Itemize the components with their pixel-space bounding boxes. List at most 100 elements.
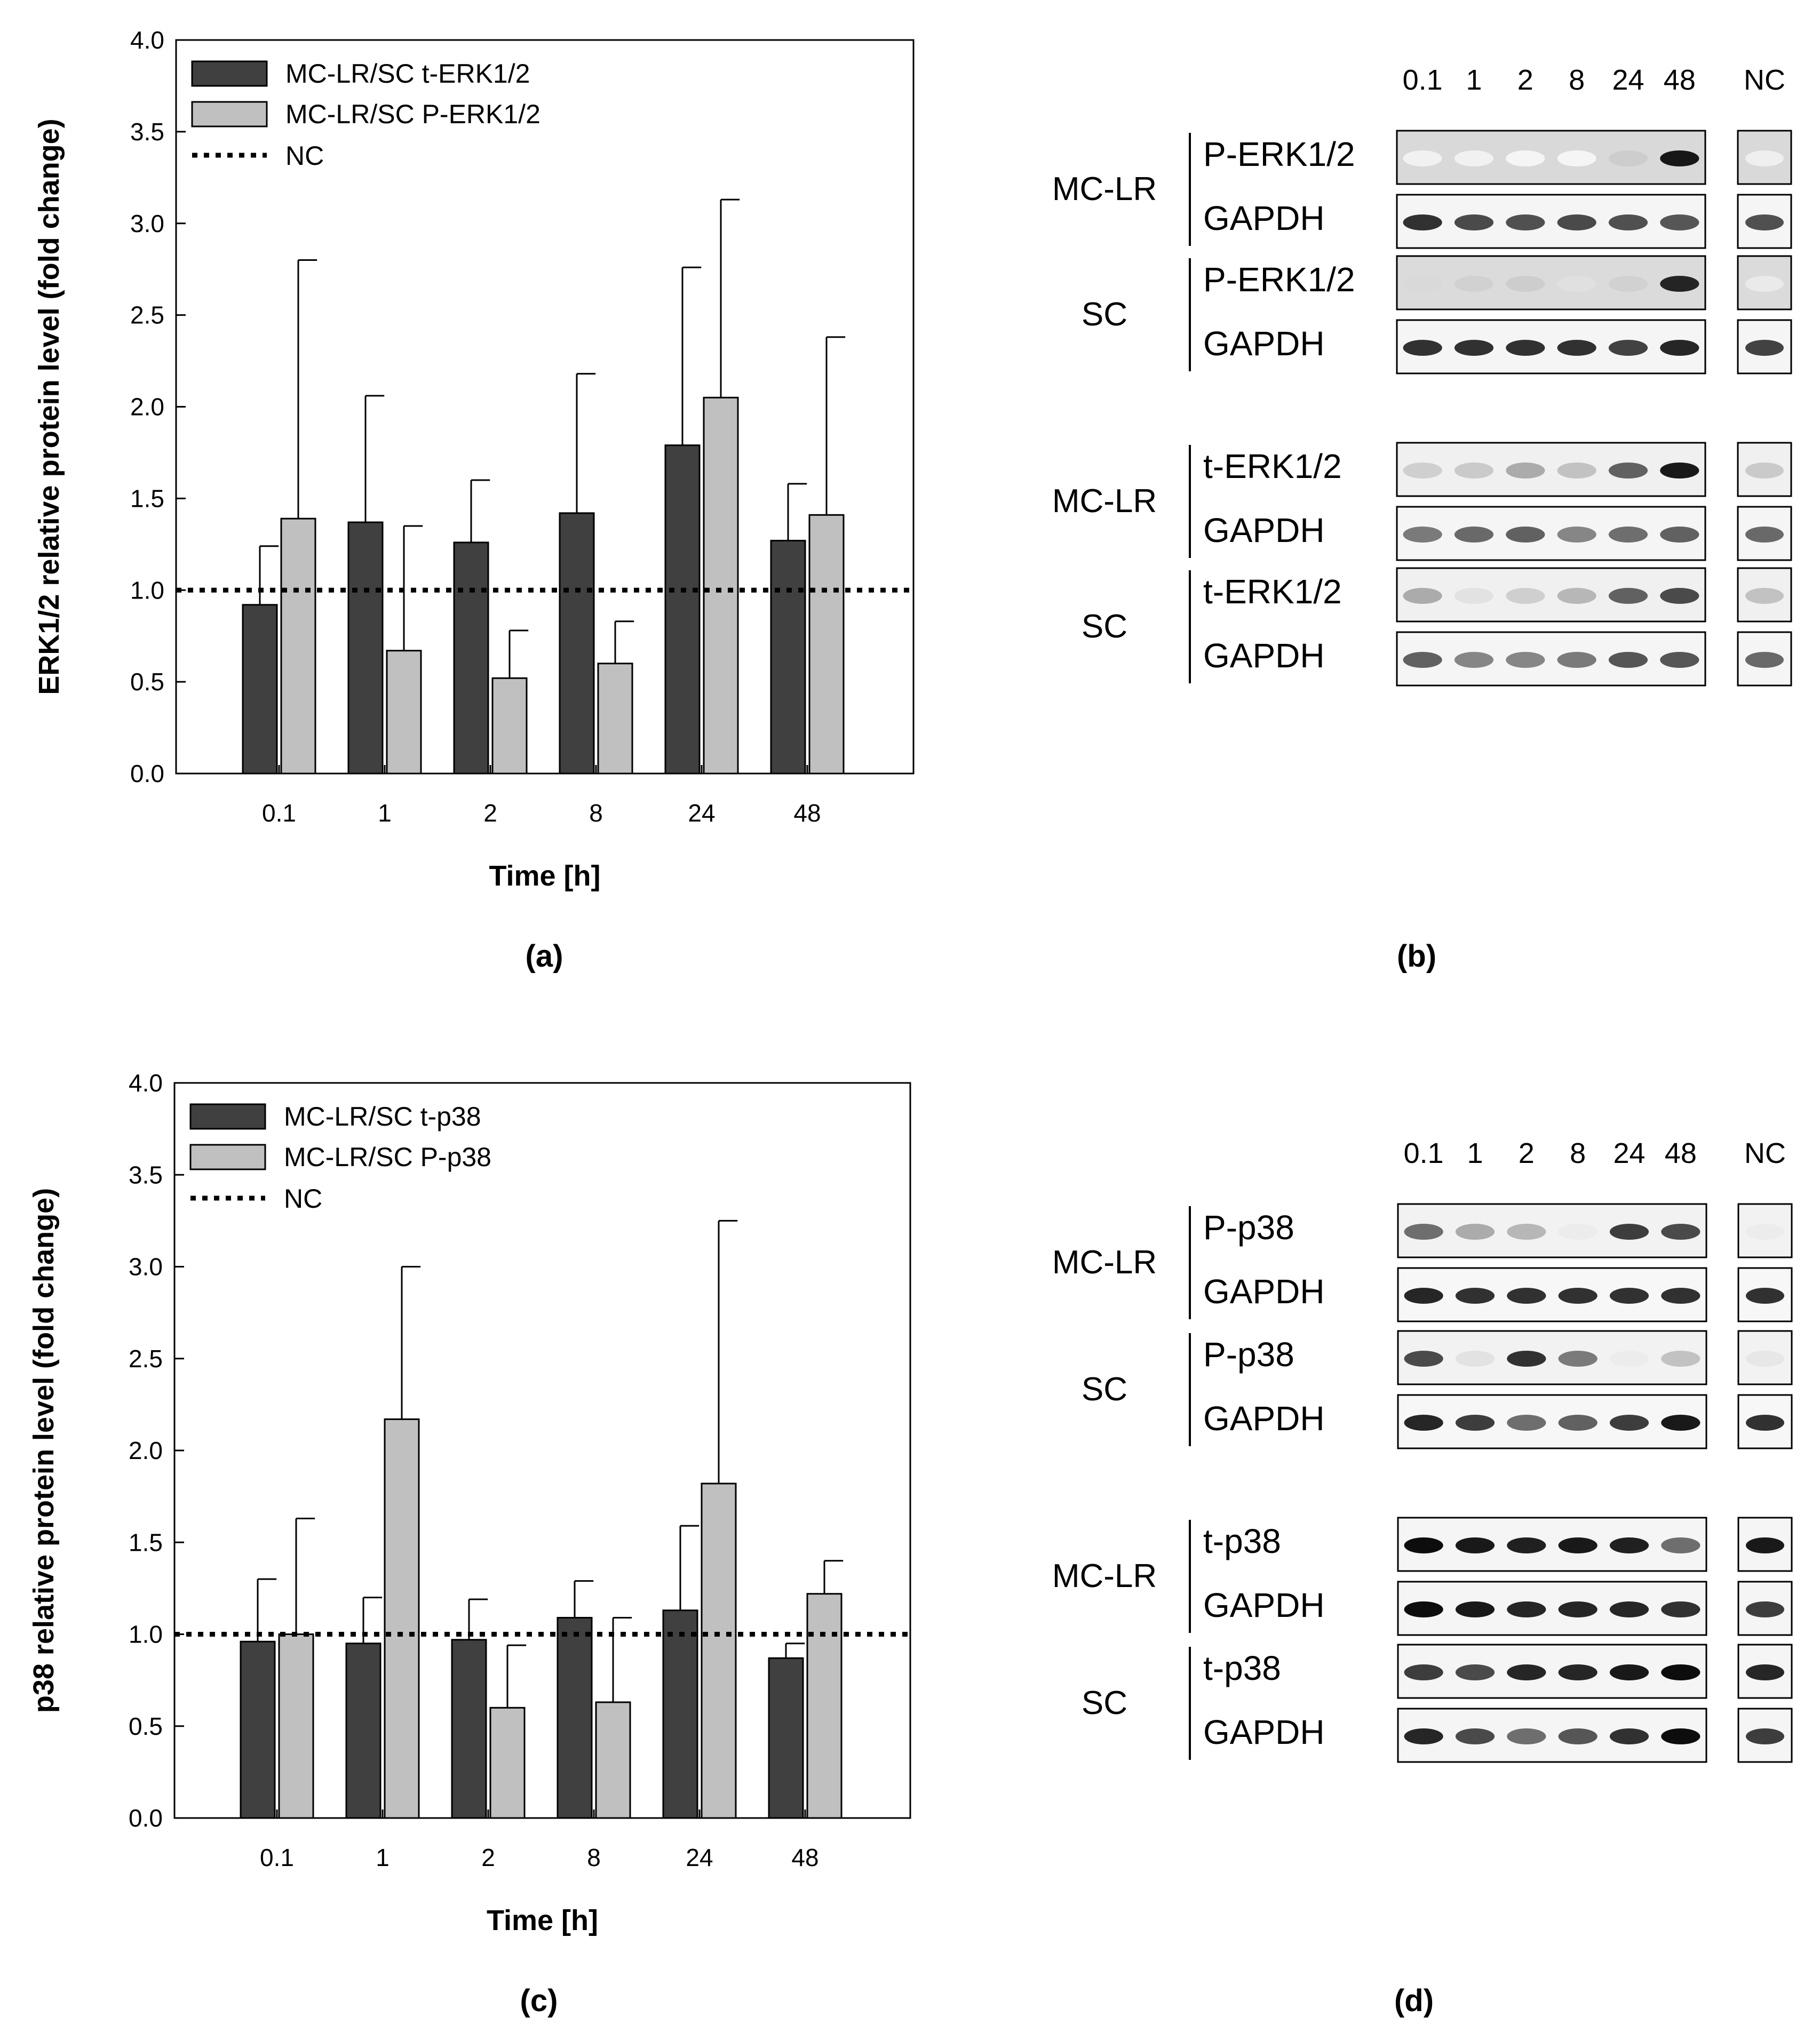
panel-label-c: (c) — [520, 1983, 558, 2018]
band — [1558, 1288, 1598, 1304]
band — [1404, 1351, 1443, 1367]
lane-label: 48 — [1665, 1137, 1697, 1169]
band — [1609, 1415, 1649, 1431]
sample-label: SC — [1082, 608, 1127, 645]
band — [1557, 150, 1596, 166]
band — [1661, 1224, 1700, 1240]
nc-band — [1746, 1415, 1784, 1431]
x-tick-label: 1 — [376, 1844, 390, 1871]
legend-label: MC-LR/SC P-p38 — [284, 1142, 491, 1172]
blot-row-label: GAPDH — [1203, 1586, 1325, 1624]
band — [1455, 1664, 1495, 1680]
blot-strip — [1397, 1203, 1707, 1258]
nc-band — [1746, 1728, 1784, 1744]
band — [1403, 340, 1442, 356]
blot-row-label: t-ERK1/2 — [1203, 572, 1342, 611]
x-axis-label: Time [h] — [489, 860, 600, 892]
band — [1403, 652, 1442, 668]
lane-label: 2 — [1517, 64, 1533, 96]
band — [1608, 463, 1648, 479]
blot-strip — [1397, 1267, 1707, 1322]
band — [1558, 1224, 1598, 1240]
nc-band — [1745, 214, 1784, 230]
band — [1404, 1728, 1443, 1744]
legend-label: NC — [285, 141, 324, 171]
sample-label: MC-LR — [1052, 171, 1157, 208]
lane-label: 0.1 — [1403, 64, 1443, 96]
blot-strip — [1397, 1708, 1707, 1763]
band — [1608, 588, 1648, 604]
x-tick-label: 2 — [481, 1844, 495, 1871]
blot-row-label: GAPDH — [1203, 636, 1325, 675]
x-tick-label: 0.1 — [262, 799, 296, 827]
band — [1608, 276, 1648, 292]
band — [1608, 214, 1648, 230]
nc-band — [1746, 1664, 1784, 1680]
bar-total — [240, 1640, 276, 1819]
erk-western-blot: 0.1 1 2 8 24 48 NC MC-LR P-ERK1/2 GAPDH SC P-ERK1/2… — [1052, 64, 1792, 687]
band — [1506, 150, 1545, 166]
y-tick-label: 0.0 — [130, 760, 164, 787]
blot-row-label: t-p38 — [1203, 1649, 1281, 1687]
band — [1608, 527, 1648, 543]
band — [1506, 588, 1545, 604]
nc-band — [1746, 1601, 1784, 1617]
band — [1507, 1601, 1546, 1617]
band — [1608, 652, 1648, 668]
blot-row-label: GAPDH — [1203, 1272, 1325, 1311]
p38-bar-chart: 0.0 0.5 1.0 1.5 2.0 2.5 3.0 3.5 4.0 0.1 1 2 8 24 48 MC-… — [28, 1069, 911, 1936]
band — [1557, 463, 1596, 479]
band — [1557, 214, 1596, 230]
bar-total — [768, 1657, 804, 1819]
y-tick-label: 4.0 — [130, 26, 164, 54]
y-tick-label: 3.0 — [130, 210, 164, 237]
band — [1455, 1351, 1495, 1367]
x-tick-label: 8 — [589, 799, 603, 827]
y-tick-label: 2.5 — [130, 301, 164, 329]
band — [1404, 1415, 1443, 1431]
band — [1608, 340, 1648, 356]
y-tick-label: 1.5 — [129, 1528, 163, 1556]
band — [1660, 652, 1699, 668]
band — [1557, 588, 1596, 604]
blot-strip — [1397, 1394, 1707, 1449]
band — [1660, 527, 1699, 543]
bar-total — [557, 1616, 593, 1819]
nc-lane-label: NC — [1744, 64, 1785, 96]
sample-label: MC-LR — [1052, 1558, 1157, 1594]
blot-strip — [1396, 567, 1706, 623]
lane-label: 2 — [1519, 1137, 1535, 1169]
bar-phospho — [280, 517, 316, 775]
y-tick-label: 1.0 — [130, 576, 164, 604]
bar-total — [559, 512, 595, 775]
band — [1403, 588, 1442, 604]
band — [1609, 1664, 1649, 1680]
band — [1404, 1537, 1443, 1553]
x-tick-label: 1 — [378, 799, 392, 827]
bar-phospho — [701, 1482, 737, 1819]
band — [1454, 652, 1494, 668]
band — [1403, 150, 1442, 166]
blot-strip — [1396, 631, 1706, 687]
bar-phospho — [703, 396, 739, 775]
band — [1506, 652, 1545, 668]
blot-row-label: GAPDH — [1203, 1713, 1325, 1751]
x-tick-label: 8 — [587, 1844, 601, 1871]
blot-strip — [1397, 1644, 1707, 1699]
band — [1609, 1537, 1649, 1553]
bar-total — [453, 541, 489, 775]
y-tick-label: 0.0 — [129, 1804, 163, 1832]
x-tick-label: 0.1 — [260, 1844, 294, 1871]
band — [1454, 588, 1494, 604]
band — [1454, 150, 1494, 166]
band — [1609, 1601, 1649, 1617]
blot-row-label: GAPDH — [1203, 1399, 1325, 1438]
bar-phospho — [491, 677, 528, 775]
band — [1558, 1601, 1598, 1617]
nc-lane-label: NC — [1744, 1137, 1786, 1169]
band — [1404, 1288, 1443, 1304]
y-tick-label: 0.5 — [129, 1712, 163, 1740]
bar-phospho — [278, 1633, 314, 1819]
p38-western-blot: 0.1 1 2 8 24 48 NC MC-LR P-p38 GAPDH SC P-p38 GAPDH M… — [1052, 1137, 1793, 1763]
y-tick-label: 0.5 — [130, 668, 164, 696]
